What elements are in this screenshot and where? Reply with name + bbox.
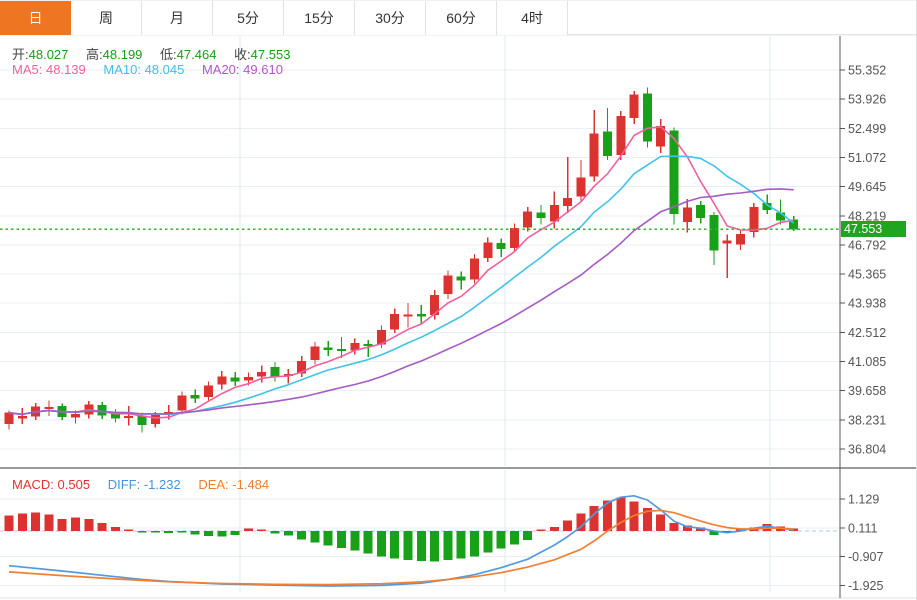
ma5-value: 48.139 (45, 62, 86, 77)
macd-axis-tick: 1.129 (848, 493, 879, 507)
price-axis-tick: 45.365 (848, 268, 886, 282)
price-axis-tick: 46.792 (848, 238, 886, 252)
dea-label: DEA: -1.484 (198, 477, 270, 492)
tab-30min[interactable]: 30分 (355, 1, 426, 35)
close-value: 47.553 (250, 47, 291, 62)
tab-month[interactable]: 月 (142, 1, 213, 35)
price-axis-tick: 42.512 (848, 326, 886, 340)
last-price-tag: 47.553 (841, 221, 906, 238)
timeframe-tabbar: 日 周 月 5分 15分 30分 60分 4时 (0, 0, 917, 35)
tab-15min[interactable]: 15分 (284, 1, 355, 35)
price-axis-tick: 48.219 (848, 209, 886, 223)
high-label: 高: (86, 47, 103, 62)
price-axis-tick: 49.645 (848, 180, 886, 194)
ma10-value: 48.045 (144, 62, 185, 77)
high-value: 48.199 (102, 47, 143, 62)
diff-value: -1.232 (143, 477, 181, 492)
macd-readout: MACD: 0.505 DIFF: -1.232 DEA: -1.484 (12, 477, 269, 492)
diff-label: DIFF: -1.232 (107, 477, 181, 492)
price-axis-tick: 55.352 (848, 64, 886, 78)
open-value: 48.027 (28, 47, 69, 62)
ma20-label: MA20: 49.610 (201, 62, 283, 77)
price-axis-tick: 52.499 (848, 122, 886, 136)
tab-day[interactable]: 日 (0, 1, 71, 35)
macd-axis-tick: -1.925 (848, 579, 883, 593)
tab-60min[interactable]: 60分 (426, 1, 497, 35)
open-label: 开: (12, 47, 29, 62)
price-axis-tick: 43.938 (848, 297, 886, 311)
ma20-value: 49.610 (243, 62, 283, 77)
tab-week[interactable]: 周 (71, 1, 142, 35)
price-axis-tick: 51.072 (848, 151, 886, 165)
close-label: 收: (234, 47, 251, 62)
tab-5min[interactable]: 5分 (213, 1, 284, 35)
price-axis-tick: 53.926 (848, 93, 886, 107)
macd-label: MACD: 0.505 (12, 477, 91, 492)
tab-4hour[interactable]: 4时 (497, 1, 568, 35)
low-value: 47.464 (176, 47, 217, 62)
price-axis-tick: 39.658 (848, 384, 886, 398)
ma5-label: MA5: 48.139 (12, 62, 86, 77)
ohlc-readout: 开:48.027 高:48.199 低:47.464 收:47.553 (12, 44, 290, 63)
ma10-label: MA10: 48.045 (103, 62, 185, 77)
low-label: 低: (160, 47, 177, 62)
dea-value: -1.484 (232, 477, 270, 492)
macd-axis-tick: 0.111 (848, 521, 877, 535)
macd-value: 0.505 (57, 477, 91, 492)
price-axis-tick: 41.085 (848, 355, 886, 369)
price-axis-tick: 36.804 (848, 443, 886, 457)
ma-readout: MA5: 48.139 MA10: 48.045 MA20: 49.610 (12, 62, 283, 77)
macd-axis-tick: -0.907 (848, 550, 883, 564)
price-axis-tick: 38.231 (848, 413, 886, 427)
